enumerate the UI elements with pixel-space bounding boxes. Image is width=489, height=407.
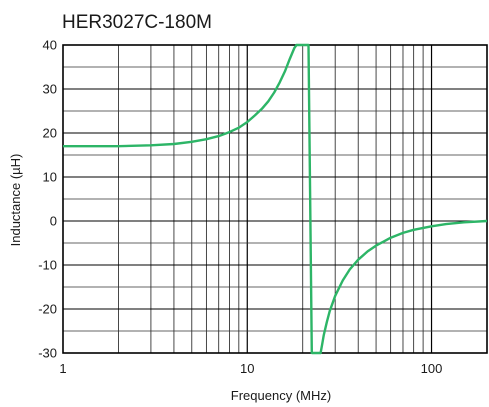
y-tick-label: 20 [43,126,57,141]
x-axis-label: Frequency (MHz) [231,388,331,403]
chart-title: HER3027C-180M [62,12,212,33]
x-tick-label: 100 [421,361,443,376]
y-axis-label: Inductance (µH) [8,154,23,247]
x-tick-label: 1 [59,361,66,376]
x-tick-label: 10 [240,361,254,376]
y-tick-label: -20 [38,302,57,317]
x-tick-labels: 1 10 100 [59,361,442,376]
y-tick-label: -30 [38,346,57,361]
y-tick-label: 40 [43,38,57,53]
grid [63,45,487,353]
y-tick-label: 30 [43,82,57,97]
y-tick-label: 10 [43,170,57,185]
plot-frame [62,44,488,354]
y-tick-labels: -30 -20 -10 0 10 20 30 40 [38,38,57,361]
y-tick-label: 0 [50,214,57,229]
y-tick-label: -10 [38,258,57,273]
inductance-series-line [63,43,488,355]
